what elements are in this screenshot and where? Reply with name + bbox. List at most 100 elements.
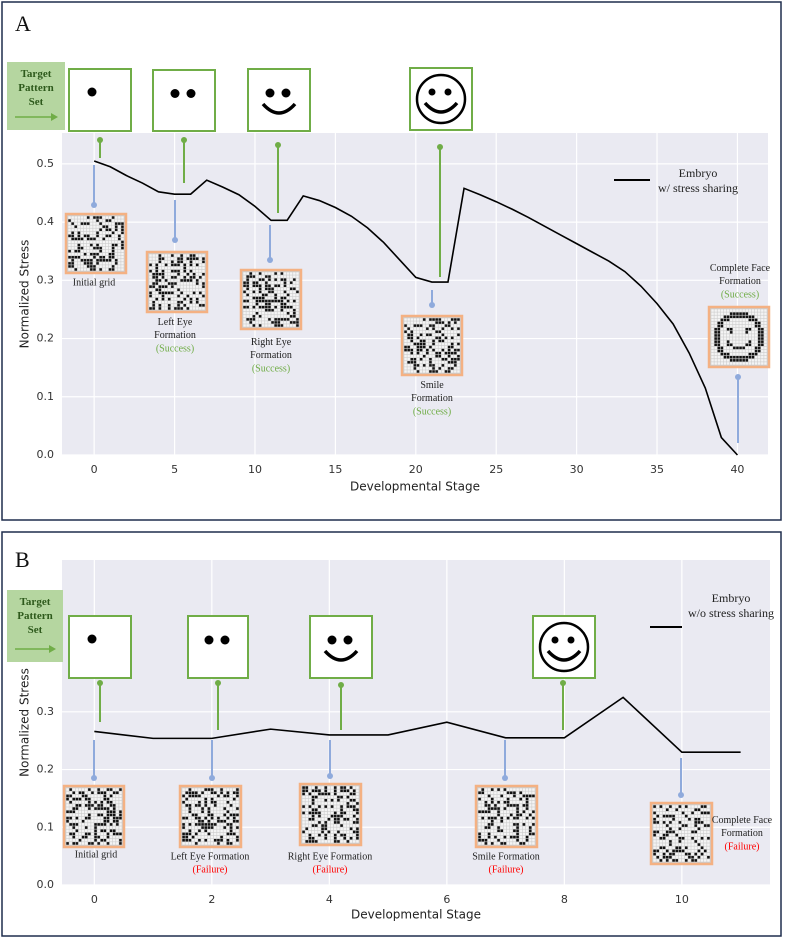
grid-cell (229, 823, 233, 826)
grid-cell (116, 791, 119, 795)
grid-cell (490, 813, 494, 817)
grid-cell (513, 838, 516, 842)
grid-cell (327, 811, 331, 815)
grid-cell (232, 816, 236, 820)
grid-cell (213, 804, 217, 807)
grid-cell (723, 315, 727, 319)
grid-cell (751, 346, 755, 350)
grid-cell (497, 826, 500, 829)
grid-cell (90, 268, 93, 271)
grid-cell (210, 829, 214, 833)
grid-cell (180, 285, 183, 288)
grid-cell (204, 813, 208, 817)
grid-cell (490, 829, 494, 833)
grid-cell (516, 826, 519, 829)
grid-cell (202, 285, 205, 288)
grid-cell (246, 284, 249, 287)
grid-cell (268, 315, 271, 318)
grid-cell (525, 804, 529, 807)
grid-cell (261, 281, 265, 284)
grid-cell (75, 819, 79, 823)
grid-cell (177, 307, 180, 310)
grid-cell (497, 823, 500, 826)
pin-dot (97, 680, 103, 686)
grid-cell (96, 243, 99, 247)
grid-cell (199, 263, 202, 267)
grid-cell (167, 288, 171, 292)
grid-cell (271, 290, 274, 294)
grid-cell (711, 352, 714, 356)
grid-cell (413, 324, 417, 327)
grid-cell (429, 321, 432, 324)
grid-cell (204, 835, 208, 839)
grid-cell (441, 367, 445, 370)
grid-cell (226, 797, 230, 801)
grid-cell (729, 349, 733, 353)
grid-cell (109, 819, 113, 823)
grid-cell (681, 830, 685, 834)
grid-cell (700, 817, 704, 821)
grid-cell (516, 819, 519, 823)
grid-cell (528, 791, 532, 795)
grid-cell (330, 789, 334, 793)
grid-cell (293, 296, 296, 300)
grid-cell (192, 279, 196, 282)
grid-cell (678, 852, 682, 856)
grid-cell (720, 352, 724, 356)
grid-cell (311, 811, 315, 815)
grid-cell (761, 318, 764, 322)
grid-cell (186, 288, 190, 292)
grid-cell (454, 342, 457, 346)
grid-cell (274, 312, 277, 315)
grid-cell (513, 842, 516, 845)
grid-cell (422, 318, 426, 321)
grid-cell (720, 362, 724, 365)
grid-cell (432, 364, 435, 367)
grid-cell (302, 811, 305, 815)
grid-cell (656, 855, 660, 859)
grid-cell (419, 339, 423, 343)
grid-cell (333, 808, 337, 812)
annotation-label: Left Eye Formation (154, 317, 196, 341)
grid-cell (66, 835, 69, 839)
grid-cell (340, 802, 343, 805)
grid-cell (210, 813, 214, 817)
grid-cell (324, 821, 328, 824)
grid-cell (528, 810, 532, 814)
grid-cell (80, 268, 84, 271)
grid-cell (333, 814, 337, 818)
grid-cell (653, 843, 656, 846)
grid-cell (112, 838, 116, 842)
grid-cell (419, 361, 423, 364)
grid-cell (255, 305, 259, 309)
grid-cell (707, 852, 710, 856)
grid-cell (158, 297, 162, 301)
grid-cell (81, 804, 85, 807)
grid-cell (99, 240, 102, 244)
grid-cell (86, 234, 90, 238)
grid-cell (745, 334, 749, 337)
grid-cell (726, 337, 730, 340)
grid-cell (155, 263, 159, 267)
grid-cell (432, 354, 435, 358)
grid-cell (80, 237, 84, 241)
grid-cell (742, 321, 745, 325)
grid-cell (429, 354, 432, 358)
grid-cell (305, 824, 309, 827)
grid-cell (678, 821, 682, 824)
grid-cell (94, 813, 97, 817)
grid-cell (346, 830, 350, 834)
grid-cell (487, 823, 491, 826)
grid-cell (513, 794, 516, 798)
grid-cell (656, 814, 660, 818)
grid-cell (280, 296, 284, 300)
grid-cell (714, 309, 717, 312)
grid-cell (293, 299, 296, 303)
grid-cell (703, 808, 707, 812)
grid-cell (289, 281, 293, 284)
grid-cell (274, 324, 277, 327)
x-tick-label: 20 (409, 463, 423, 476)
grid-cell (88, 832, 91, 836)
grid-cell (653, 821, 656, 824)
grid-cell (454, 370, 457, 373)
